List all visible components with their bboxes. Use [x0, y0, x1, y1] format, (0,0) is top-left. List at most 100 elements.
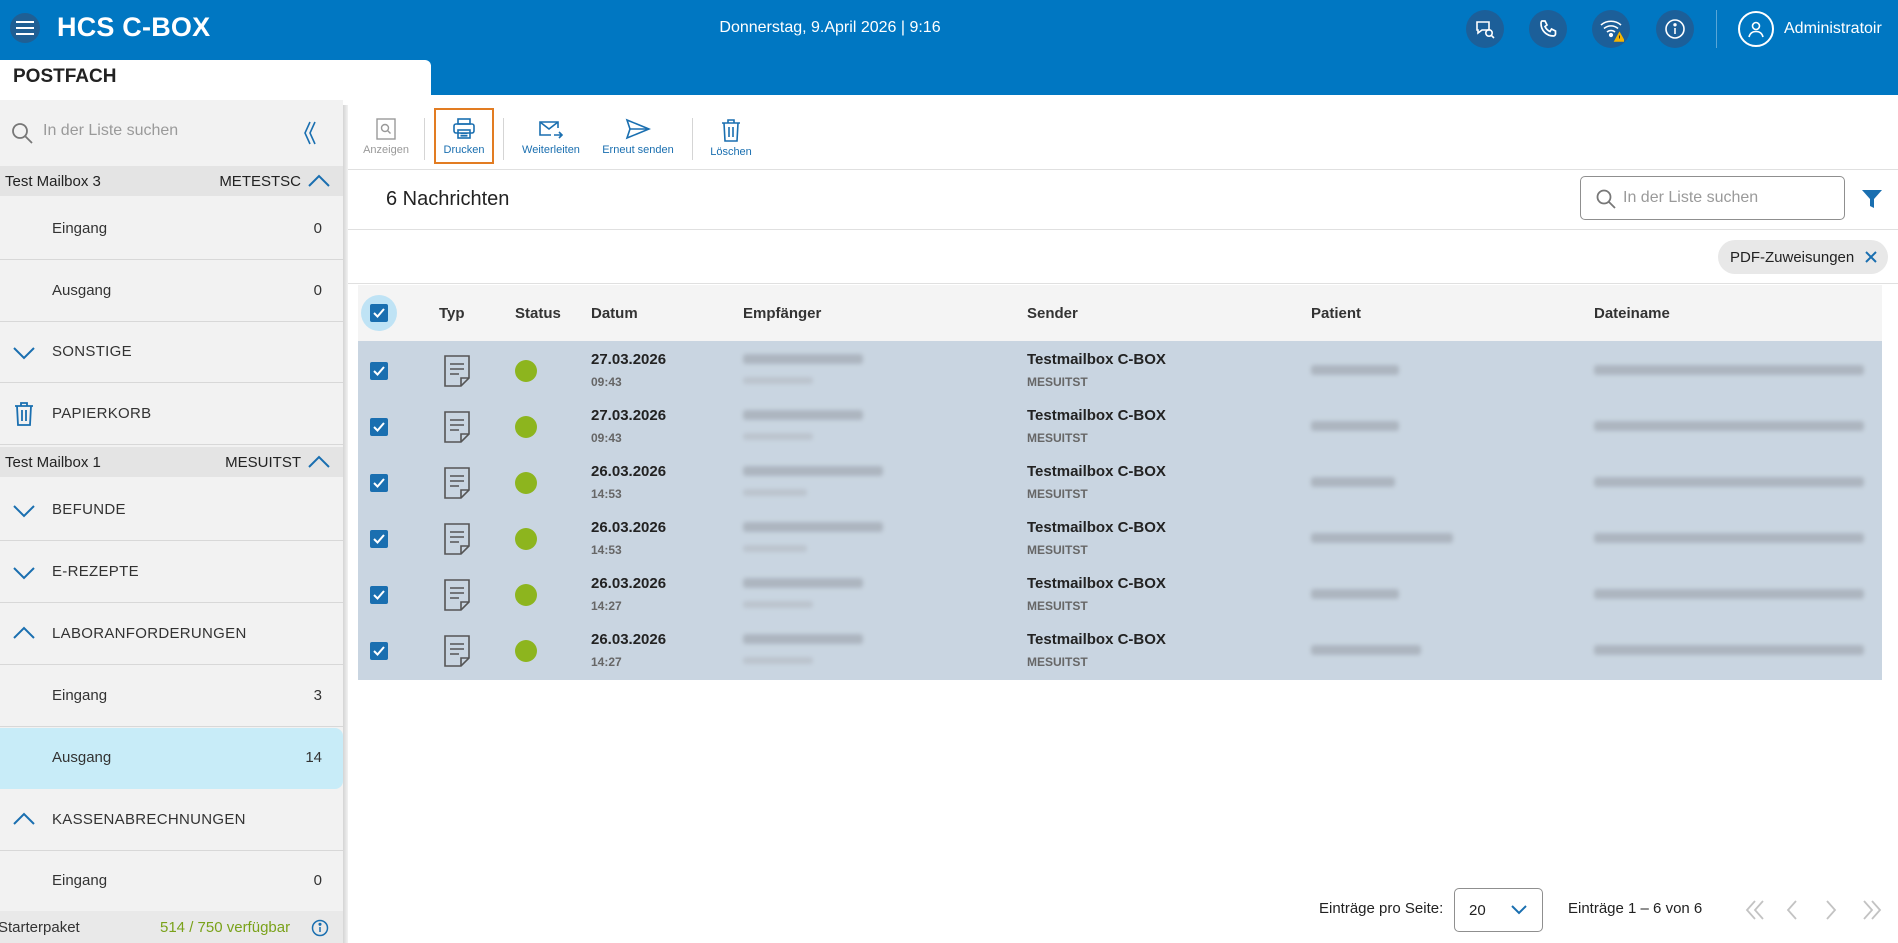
- close-icon[interactable]: [1864, 250, 1878, 264]
- status-dot: [515, 584, 537, 606]
- wifi-warning-icon[interactable]: [1592, 10, 1630, 48]
- table-row[interactable]: 27.03.2026 09:43 Testmailbox C-BOX MESUI…: [358, 398, 1882, 454]
- document-icon: [444, 635, 470, 667]
- mailbox-name: Test Mailbox 3: [5, 172, 101, 190]
- info-icon[interactable]: [1656, 10, 1694, 48]
- forward-button[interactable]: Weiterleiten: [518, 110, 584, 166]
- sidebar-item-papierkorb[interactable]: PAPIERKORB: [0, 384, 343, 445]
- redacted-recipient: [743, 466, 883, 476]
- list-search: [1580, 176, 1845, 220]
- row-date: 27.03.2026: [591, 407, 667, 424]
- status-dot: [515, 472, 537, 494]
- sidebar-item-label: E-REZEPTE: [52, 563, 139, 580]
- first-page-icon[interactable]: [1743, 898, 1767, 922]
- storage-available: 514 / 750 verfügbar: [160, 919, 291, 936]
- collapse-sidebar-icon[interactable]: [302, 120, 316, 152]
- row-sender: Testmailbox C-BOX: [1027, 519, 1166, 536]
- mailbox-header[interactable]: Test Mailbox 1 MESUITST: [0, 447, 343, 477]
- filter-chip-label: PDF-Zuweisungen: [1730, 248, 1855, 266]
- printer-icon: [453, 118, 475, 139]
- status-dot: [515, 360, 537, 382]
- search-icon: [1596, 189, 1616, 209]
- column-header-patient[interactable]: Patient: [1311, 305, 1362, 322]
- column-header-empfaenger[interactable]: Empfänger: [743, 305, 822, 322]
- last-page-icon[interactable]: [1860, 898, 1884, 922]
- view-button[interactable]: Anzeigen: [358, 110, 414, 166]
- redacted-filename: [1594, 533, 1864, 543]
- sidebar-item-ausgang-active[interactable]: Ausgang 14: [0, 728, 343, 789]
- sidebar-item-count: 14: [305, 749, 322, 766]
- redacted-filename: [1594, 477, 1864, 487]
- per-page-value: 20: [1469, 902, 1486, 919]
- row-checkbox[interactable]: [370, 642, 388, 660]
- mailbox-header[interactable]: Test Mailbox 3 METESTSC: [0, 166, 343, 196]
- sidebar-item-kassenabrechnungen[interactable]: KASSENABRECHNUNGEN: [0, 790, 343, 851]
- next-page-icon[interactable]: [1823, 898, 1839, 922]
- sidebar-search-input[interactable]: [43, 122, 283, 140]
- sidebar-item-sonstige[interactable]: SONSTIGE: [0, 322, 343, 383]
- per-page-select[interactable]: 20: [1454, 888, 1543, 932]
- sidebar-item-eingang[interactable]: Eingang 0: [0, 851, 343, 912]
- sidebar-divider: [343, 105, 348, 943]
- info-icon[interactable]: [311, 919, 329, 937]
- row-date: 26.03.2026: [591, 519, 667, 536]
- sidebar-item-e-rezepte[interactable]: E-REZEPTE: [0, 542, 343, 603]
- table-body: [358, 341, 1882, 680]
- table-row[interactable]: 27.03.2026 09:43 Testmailbox C-BOX MESUI…: [358, 342, 1882, 398]
- chevron-up-icon[interactable]: [307, 170, 331, 192]
- chevron-down-icon: [1511, 905, 1527, 915]
- sidebar-item-count: 0: [313, 282, 322, 299]
- datetime: Donnerstag, 9.April 2026 | 9:16: [719, 19, 941, 36]
- column-header-sender[interactable]: Sender: [1027, 305, 1078, 322]
- sidebar-item-count: 0: [313, 220, 322, 237]
- row-checkbox[interactable]: [370, 474, 388, 492]
- delete-button[interactable]: Löschen: [703, 110, 759, 166]
- phone-icon[interactable]: [1529, 10, 1567, 48]
- select-all-checkbox[interactable]: [370, 304, 388, 322]
- pagination-range: Einträge 1 – 6 von 6: [1568, 900, 1703, 917]
- filter-icon[interactable]: [1861, 188, 1883, 215]
- trash-icon: [15, 402, 33, 426]
- row-checkbox[interactable]: [370, 586, 388, 604]
- row-checkbox[interactable]: [370, 530, 388, 548]
- column-header-datum[interactable]: Datum: [591, 305, 638, 322]
- document-icon: [444, 523, 470, 555]
- column-header-status[interactable]: Status: [515, 305, 561, 322]
- sidebar-item-laboranforderungen[interactable]: LABORANFORDERUNGEN: [0, 604, 343, 665]
- sidebar-item-befunde[interactable]: BEFUNDE: [0, 480, 343, 541]
- table-row[interactable]: 26.03.2026 14:53 Testmailbox C-BOX MESUI…: [358, 510, 1882, 566]
- row-sender: Testmailbox C-BOX: [1027, 463, 1166, 480]
- user-menu[interactable]: Administratoir: [1738, 10, 1882, 48]
- table-row[interactable]: 26.03.2026 14:53 Testmailbox C-BOX MESUI…: [358, 454, 1882, 510]
- column-header-typ[interactable]: Typ: [439, 305, 465, 322]
- document-icon: [444, 579, 470, 611]
- table-row[interactable]: 26.03.2026 14:27 Testmailbox C-BOX MESUI…: [358, 622, 1882, 678]
- column-header-dateiname[interactable]: Dateiname: [1594, 305, 1670, 322]
- postfach-title: POSTFACH: [13, 66, 117, 87]
- sidebar-item-eingang[interactable]: Eingang 0: [0, 199, 343, 260]
- menu-icon[interactable]: [10, 13, 40, 43]
- previous-page-icon[interactable]: [1784, 898, 1800, 922]
- list-search-input[interactable]: [1623, 189, 1833, 207]
- row-checkbox[interactable]: [370, 418, 388, 436]
- chat-search-icon[interactable]: [1466, 10, 1504, 48]
- sidebar-item-ausgang[interactable]: Ausgang 0: [0, 261, 343, 322]
- resend-button[interactable]: Erneut senden: [598, 110, 678, 166]
- redacted-patient: [1311, 365, 1399, 375]
- redacted-recipient: [743, 354, 863, 364]
- row-checkbox[interactable]: [370, 362, 388, 380]
- filter-chip[interactable]: PDF-Zuweisungen: [1718, 240, 1889, 274]
- row-sender: Testmailbox C-BOX: [1027, 351, 1166, 368]
- row-date: 26.03.2026: [591, 631, 667, 648]
- sidebar-item-eingang[interactable]: Eingang 3: [0, 666, 343, 727]
- table-row[interactable]: 26.03.2026 14:27 Testmailbox C-BOX MESUI…: [358, 566, 1882, 622]
- redacted-patient: [1311, 533, 1453, 543]
- status-dot: [515, 416, 537, 438]
- status-dot: [515, 528, 537, 550]
- print-button[interactable]: Drucken: [434, 108, 494, 164]
- redacted-recipient-code: [743, 489, 807, 496]
- chevron-up-icon[interactable]: [307, 451, 331, 473]
- chevron-up-icon: [13, 626, 35, 639]
- row-time: 09:43: [591, 431, 622, 445]
- document-icon: [444, 355, 470, 387]
